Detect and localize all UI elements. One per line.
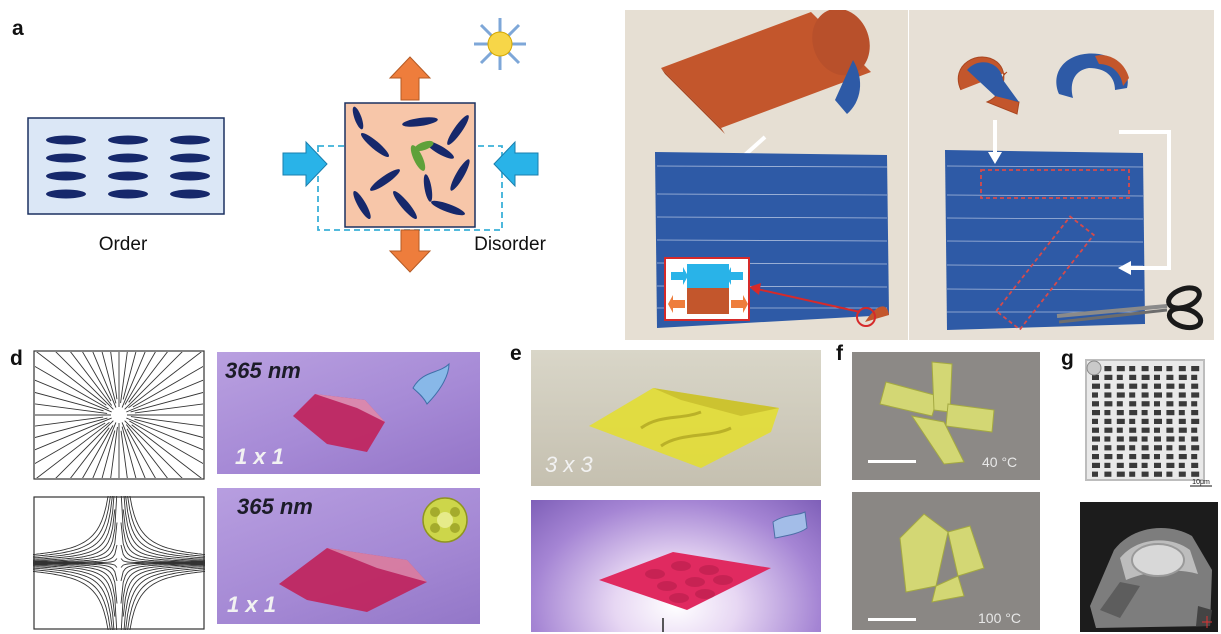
wavelength-label-top: 365 nm [225,358,301,383]
photo-d-top: 365 nm 1 x 1 [217,352,480,474]
photo-e-top: 3 x 3 [531,350,821,486]
sem-lattice: 10μm [1076,352,1216,492]
panel-a-schematic: Order Disorder [0,0,620,300]
arrow-down-orange [388,229,432,273]
temp-label-top: 40 °C [982,454,1018,470]
rolled-film [661,10,871,134]
twisted-film [293,394,385,452]
twist-shape-icon [412,362,450,405]
callout-line [756,288,861,313]
disorder-label: Disorder [474,234,546,255]
photo-f-bottom: 100 °C [852,492,1040,630]
panel-label-d: d [10,347,23,370]
ordered-mesogens [46,135,210,199]
arrow-right-cyan [282,140,328,188]
callout-circle [856,307,876,327]
panel-c-photo [909,10,1214,340]
panel-label-a: a [12,17,24,40]
temp-label-bottom: 100 °C [978,610,1021,626]
photo-f-top: 40 °C [852,352,1040,480]
scissors-icon [1056,285,1204,331]
curled-corner [865,306,889,322]
sem-3d-structure [1080,502,1218,632]
director-pattern-hyperbolic [33,496,205,630]
panel-label-g: g [1061,347,1074,370]
order-label: Order [99,234,148,255]
green-mesogen-2 [414,140,434,152]
sun-icon [474,18,526,70]
arrow-left-cyan [493,140,539,188]
photo-d-bottom: 365 nm 1 x 1 [217,488,480,624]
folding-cross-film [879,361,995,465]
grid-label-top: 1 x 1 [235,444,284,469]
disordered-mesogens [352,106,470,220]
blue-sheet-c [945,150,1145,330]
photo-e-bottom [531,500,821,632]
green-mesogen [410,145,426,171]
arrow-strip-2 [1119,130,1171,270]
panel-label-e: e [510,342,522,365]
arrow-up-orange [388,56,432,101]
order-disorder-diagram: Order Disorder [27,18,547,273]
curled-strip-2 [1056,53,1128,98]
grid-label-e: 3 x 3 [545,452,593,477]
folded-box-film [899,513,985,603]
panel-b-photo [625,10,908,340]
sem-scale-label: 10μm [1192,479,1210,486]
panel-c-drawing [945,53,1204,331]
order-box [27,117,225,215]
pink-film-3x3 [599,552,771,610]
wavelength-label-bottom: 365 nm [237,494,313,519]
scale-bar-f-top [868,460,916,463]
panel-b-drawing [655,10,889,328]
panel-label-f: f [836,342,843,365]
wave-shape-icon [772,511,808,539]
director-pattern-radial [33,350,205,480]
scale-bar-f-bottom [868,618,916,621]
cut-outline-horizontal [980,169,1130,199]
grid-label-bottom: 1 x 1 [227,592,276,617]
